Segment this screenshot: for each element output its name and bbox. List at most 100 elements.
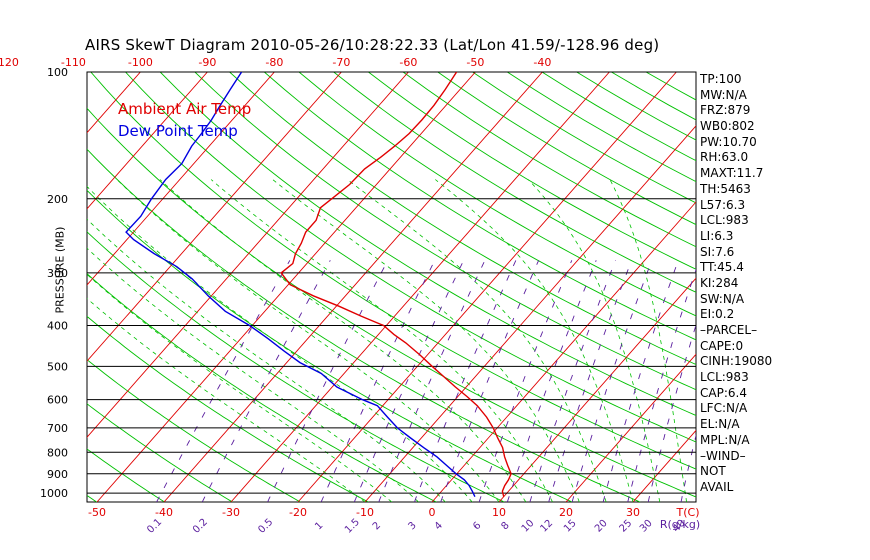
bottom-temperature-tick-label: 20 <box>559 506 573 519</box>
moist-adiabat-line <box>272 179 580 502</box>
moist-adiabat-line <box>87 247 419 502</box>
sounding-stats-panel: TP:100 MW:N/A FRZ:879 WB0:802 PW:10.70 RH:63.… <box>700 72 772 496</box>
dry-adiabat-line <box>333 72 696 293</box>
dry-adiabat-line <box>87 448 165 502</box>
sounding-stat-item: –WIND– <box>700 448 746 463</box>
moist-adiabat-line <box>210 179 553 502</box>
dry-adiabat-line <box>437 72 696 226</box>
pressure-tick-label: 900 <box>47 468 68 481</box>
top-temperature-tick-label: -40 <box>533 56 551 69</box>
pressure-tick-label: 400 <box>47 320 68 333</box>
sounding-stat-item: L57:6.3 <box>700 197 746 212</box>
mixing-ratio-tick-label: 12 <box>539 518 556 535</box>
sounding-stat-item: WB0:802 <box>700 119 755 134</box>
mixing-ratio-line <box>548 260 633 502</box>
sounding-stat-item: TP:100 <box>700 72 742 86</box>
sounding-stat-item: LI:6.3 <box>700 228 734 243</box>
mixing-ratio-line <box>647 323 696 502</box>
dry-adiabats <box>87 72 696 502</box>
mixing-ratio-tick-label: 25 <box>618 518 635 535</box>
dry-adiabat-line <box>402 72 696 248</box>
dry-adiabat-line <box>87 189 573 502</box>
moist-adiabat-line <box>87 218 446 502</box>
isotherm-line <box>0 72 6 502</box>
bottom-temperature-tick-label: 0 <box>429 506 436 519</box>
pressure-tick-label: 300 <box>47 267 68 280</box>
mixing-ratio-unit-label: R(g/kg) <box>660 518 700 531</box>
mixing-ratio-line <box>440 260 540 502</box>
dry-adiabat-line <box>87 359 301 502</box>
dry-adiabat-line <box>472 72 696 204</box>
mixing-ratio-tick-label: 0.2 <box>191 517 210 536</box>
moist-adiabat-line <box>435 179 634 502</box>
isotherm-line <box>87 72 208 210</box>
dry-adiabat-line <box>229 72 696 365</box>
top-temperature-tick-label: -50 <box>466 56 484 69</box>
isotherm-line <box>87 72 409 438</box>
mixing-ratio-line <box>320 260 436 502</box>
sounding-stat-item: KI:284 <box>700 275 739 290</box>
bottom-temperature-tick-label: 10 <box>492 506 506 519</box>
sounding-stat-item: TH:5463 <box>700 181 751 196</box>
mixing-ratio-line <box>571 260 653 502</box>
isobars <box>87 71 696 494</box>
sounding-stat-item: EL:N/A <box>700 417 740 432</box>
dry-adiabat-line <box>87 148 641 502</box>
pressure-tick-label: 600 <box>47 394 68 407</box>
dry-adiabat-line <box>87 494 97 502</box>
isotherm-line <box>834 72 870 502</box>
sounding-stat-item: CAP:6.4 <box>700 385 747 400</box>
sounding-stat-item: CAPE:0 <box>700 338 744 353</box>
dry-adiabat-line <box>87 403 233 502</box>
sounding-stat-item: CINH:19080 <box>700 354 773 369</box>
dry-adiabat-line <box>87 315 369 502</box>
sounding-profiles <box>125 72 512 497</box>
mixing-ratio-lines <box>156 260 696 502</box>
moist-adiabat-line <box>116 179 500 502</box>
mixing-ratio-line <box>529 260 616 502</box>
sounding-stat-item: FRZ:879 <box>700 103 751 118</box>
dry-adiabat-line <box>125 72 696 443</box>
dry-adiabat-line <box>87 231 505 502</box>
temperature-unit-label: T(C) <box>676 506 700 519</box>
mixing-ratio-line <box>627 268 696 502</box>
mixing-ratio-line <box>267 260 389 502</box>
top-temperature-tick-label: -90 <box>198 56 216 69</box>
moist-adiabat-line <box>609 179 687 502</box>
dry-adiabat-line <box>159 72 696 416</box>
sounding-stat-item: SI:7.6 <box>700 244 735 259</box>
bottom-temperature-tick-label: 30 <box>626 506 640 519</box>
sounding-stat-item: LCL:983 <box>700 213 749 228</box>
mixing-ratio-tick-label: 1.5 <box>343 517 362 536</box>
mixing-ratio-line <box>602 260 679 502</box>
mixing-ratio-tick-label: 30 <box>638 518 655 535</box>
moist-adiabat-line <box>87 273 393 502</box>
isotherm-line <box>96 72 476 502</box>
moist-adiabat-line <box>159 179 527 502</box>
dew-point-temp-profile <box>125 72 476 497</box>
pressure-tick-label: 200 <box>47 193 68 206</box>
dry-adiabat-line <box>298 72 696 317</box>
mixing-ratio-tick-label: 10 <box>520 518 537 535</box>
legend-dew-point-temp: Dew Point Temp <box>118 122 238 140</box>
sounding-stat-item: EI:0.2 <box>700 307 735 322</box>
mixing-ratio-tick-label: 4 <box>433 520 445 532</box>
sounding-stat-item: SW:N/A <box>700 291 745 306</box>
isotherm-line <box>87 72 342 362</box>
bottom-temperature-tick-label: -40 <box>155 506 173 519</box>
pressure-tick-label: 1000 <box>40 487 68 500</box>
isotherm-line <box>364 125 696 502</box>
mixing-ratio-tick-label: 2 <box>371 520 383 532</box>
chart-title: AIRS SkewT Diagram 2010-05-26/10:28:22.3… <box>85 36 660 54</box>
top-temperature-tick-label: -100 <box>128 56 153 69</box>
axis-tick-labels: 1002003004005006007008009001000-120-110-… <box>0 56 700 536</box>
dry-adiabat-line <box>87 107 696 498</box>
mixing-ratio-tick-label: 15 <box>562 518 579 535</box>
bottom-temperature-tick-label: -50 <box>88 506 106 519</box>
top-temperature-tick-label: -120 <box>0 56 19 69</box>
bottom-temperature-tick-label: -20 <box>289 506 307 519</box>
sounding-stat-item: RH:63.0 <box>700 150 749 165</box>
dry-adiabat-line <box>264 72 696 341</box>
sounding-stat-item: MPL:N/A <box>700 432 750 447</box>
